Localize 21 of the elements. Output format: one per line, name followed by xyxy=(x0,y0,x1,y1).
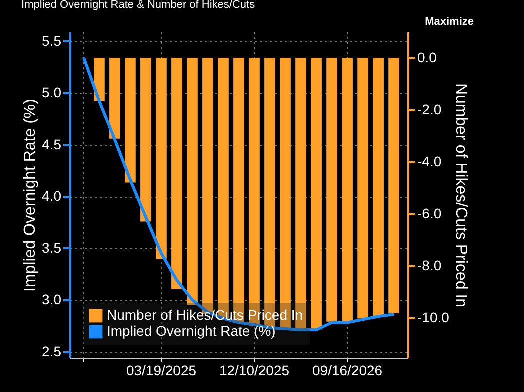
chart-title: Implied Overnight Rate & Number of Hikes/Cuts xyxy=(22,0,256,11)
y2-tick-label: -4.0 xyxy=(418,153,442,170)
x-tick-label: 09/16/2026 xyxy=(312,362,383,378)
y2-tick-label: 0.0 xyxy=(418,49,438,66)
y-axis-title: Implied Overnight Rate (%) xyxy=(22,99,40,292)
y-tick-label: 5.0 xyxy=(42,84,62,101)
x-tick-label: 03/19/2025 xyxy=(126,362,197,378)
y2-tick-label: -10.0 xyxy=(418,309,450,326)
y2-tick-label: -2.0 xyxy=(418,101,442,118)
x-tick-label: 12/10/2025 xyxy=(219,362,290,378)
y-tick-label: 2.5 xyxy=(42,343,62,360)
y-tick-label: 5.5 xyxy=(42,32,62,49)
y-tick-label: 3.0 xyxy=(42,292,62,308)
legend-label: Implied Overnight Rate (%) xyxy=(107,323,276,339)
y2-axis-title: Number of Hikes/Cuts Priced In xyxy=(452,83,470,308)
text: Maximize xyxy=(425,16,474,28)
y-tick-label: 4.0 xyxy=(42,188,62,204)
y2-tick-label: -6.0 xyxy=(418,205,442,222)
y-tick-label: 4.5 xyxy=(42,136,62,152)
y-tick-label: 3.5 xyxy=(42,240,62,256)
y2-tick-label: -8.0 xyxy=(418,257,442,274)
